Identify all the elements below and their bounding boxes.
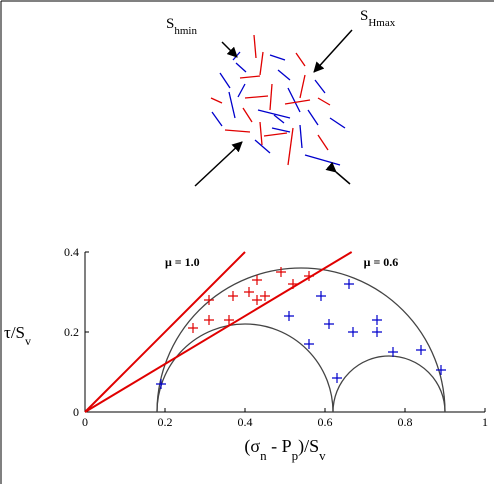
cross-point — [372, 327, 382, 337]
mohr-circle — [332, 355, 446, 413]
cross-point — [304, 339, 314, 349]
cross-point — [276, 267, 286, 277]
cross-point — [348, 327, 358, 337]
friction-label: μ = 0.6 — [364, 255, 399, 269]
subscript: n — [260, 448, 267, 463]
y-tick-label: 0.4 — [64, 245, 79, 259]
label-part: S — [360, 8, 368, 24]
stress-label: Shmin — [166, 16, 197, 37]
mohr-circle — [156, 323, 334, 413]
cross-point — [332, 373, 342, 383]
subscript: p — [292, 448, 299, 463]
label-part: τ/S — [4, 323, 25, 342]
stress-label: SHmax — [360, 8, 396, 29]
subscript: v — [25, 334, 31, 348]
label-part: )/S — [298, 436, 319, 457]
y-tick-label: 0 — [73, 405, 79, 419]
x-tick-label: 0.4 — [238, 415, 253, 429]
fracture-sketch — [210, 34, 346, 166]
label-part: (σ — [244, 436, 260, 457]
plot: 0 0.2 0.4 0.6 0.8 100.20.4(σn - Pp)/Svτ/Svμ =… — [4, 245, 488, 463]
label-part: - P — [267, 436, 292, 456]
cross-point — [388, 347, 398, 357]
subscript: hmin — [174, 25, 197, 37]
cross-point — [188, 323, 198, 333]
stress-arrows — [194, 29, 353, 187]
x-tick-label: 0.8 — [398, 415, 413, 429]
cross-point — [284, 311, 294, 321]
cross-point — [316, 291, 326, 301]
cross-point — [416, 345, 426, 355]
cross-point — [288, 279, 298, 289]
label-part: S — [166, 16, 174, 32]
y-axis-label: τ/Sv — [4, 323, 31, 348]
cross-point — [344, 279, 354, 289]
cross-point — [436, 365, 446, 375]
x-tick-label: 1 — [482, 415, 488, 429]
x-tick-label: 0 — [82, 415, 88, 429]
friction-line — [84, 251, 246, 413]
cross-point — [252, 295, 262, 305]
x-tick-label: 0.2 — [158, 415, 173, 429]
cross-point — [324, 319, 334, 329]
subscript: Hmax — [368, 17, 395, 29]
cross-point — [224, 315, 234, 325]
mohr-circle — [156, 267, 446, 413]
cross-point — [156, 379, 166, 389]
cross-point — [204, 315, 214, 325]
cross-point — [304, 271, 314, 281]
cross-point — [204, 295, 214, 305]
x-tick-label: 0.6 — [318, 415, 333, 429]
cross-point — [244, 287, 254, 297]
cross-point — [372, 315, 382, 325]
cross-point — [252, 275, 262, 285]
cross-point — [228, 291, 238, 301]
cross-point — [260, 291, 270, 301]
friction-line — [84, 251, 353, 413]
y-tick-label: 0.2 — [64, 325, 79, 339]
x-axis-label: (σn - Pp)/Sv — [244, 436, 326, 463]
subscript: v — [319, 448, 326, 463]
friction-label: μ = 1.0 — [165, 255, 200, 269]
